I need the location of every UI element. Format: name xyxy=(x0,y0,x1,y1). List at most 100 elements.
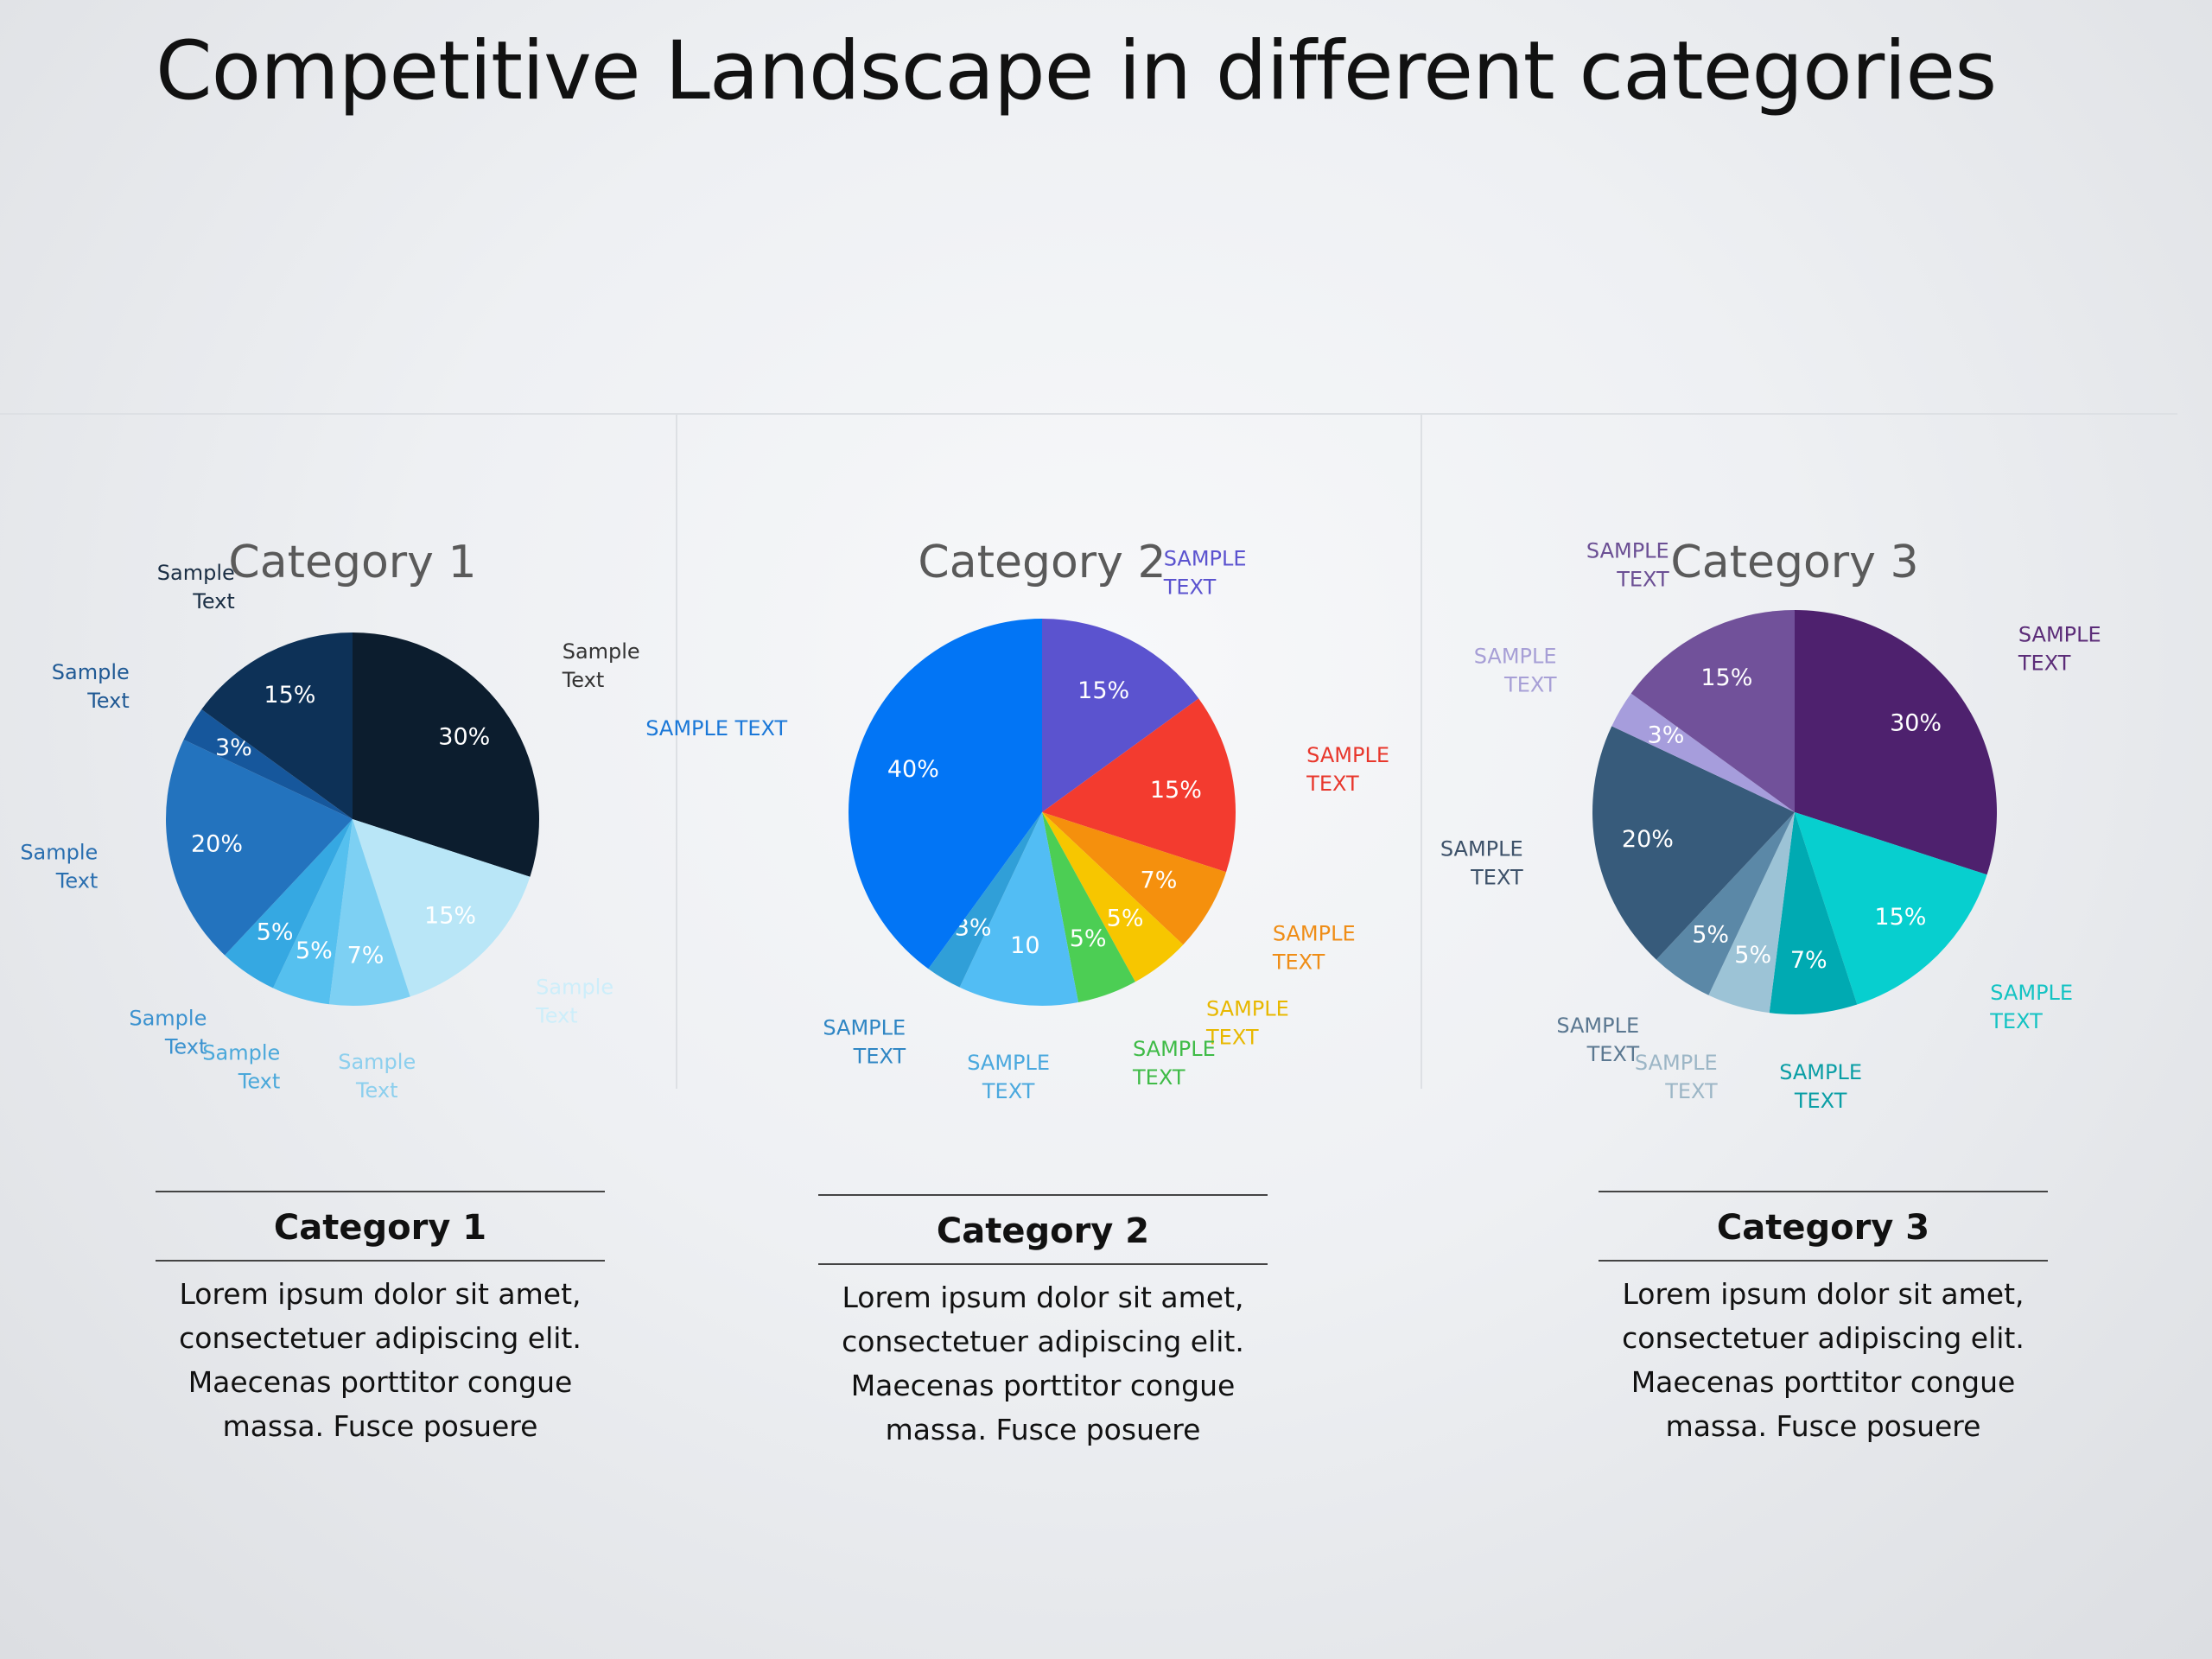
card-description: Lorem ipsum dolor sit amet, consectetuer… xyxy=(156,1262,605,1448)
card-top-rule xyxy=(818,1194,1268,1196)
slice-value-label: 15% xyxy=(1077,677,1129,704)
slice-value-label: 20% xyxy=(1622,826,1674,853)
slice-outer-label: Sample Text xyxy=(202,1041,280,1094)
slice-value-label: 30% xyxy=(1890,710,1942,737)
card-top-rule xyxy=(1599,1191,2048,1192)
pie-slice xyxy=(1592,726,1795,960)
slice-outer-label: SAMPLE TEXT xyxy=(1205,996,1289,1049)
category-card-2: Category 2 Lorem ipsum dolor sit amet, c… xyxy=(818,1194,1268,1452)
card-bottom-rule xyxy=(818,1263,1268,1265)
card-line: consectetuer adipiscing elit. xyxy=(1622,1321,2024,1355)
slice-outer-label: Sample Text xyxy=(129,1007,207,1059)
card-line: consectetuer adipiscing elit. xyxy=(179,1321,582,1355)
pie-slice xyxy=(273,819,353,1005)
slice-outer-label: SAMPLE TEXT xyxy=(1586,538,1669,591)
pie-slice xyxy=(353,819,531,997)
slice-outer-label: SAMPLE TEXT xyxy=(1779,1060,1862,1113)
slice-value-label: 15% xyxy=(1700,664,1752,691)
slice-value-label: 40% xyxy=(887,756,939,783)
chart-title: Category 3 xyxy=(1670,537,1918,588)
slice-outer-label: SAMPLE TEXT xyxy=(1474,645,1557,697)
card-heading: Category 2 xyxy=(936,1211,1150,1251)
slice-value-label: 7% xyxy=(1790,947,1827,974)
card-line: massa. Fusce posuere xyxy=(1665,1409,1981,1443)
card-line: consectetuer adipiscing elit. xyxy=(842,1325,1244,1358)
slice-value-label: 5% xyxy=(1070,925,1107,952)
pie-slice xyxy=(1795,610,1997,875)
slice-value-label: 5% xyxy=(296,938,333,964)
chart-title: Category 2 xyxy=(918,537,1166,588)
card-line: Lorem ipsum dolor sit amet, xyxy=(842,1281,1244,1314)
panel-divider-2 xyxy=(1421,415,1422,1089)
slice-outer-label: Sample Text xyxy=(20,841,98,893)
slice-outer-label: SAMPLE TEXT xyxy=(1440,836,1523,889)
pie-slice xyxy=(959,812,1078,1007)
slice-value-label: 30% xyxy=(438,724,490,751)
slice-outer-label: Sample Text xyxy=(52,660,130,713)
pie-slice xyxy=(1042,812,1227,945)
slice-outer-label: SAMPLE TEXT xyxy=(1635,1051,1718,1103)
card-line: Maecenas porttitor congue xyxy=(188,1365,573,1399)
card-line: Maecenas porttitor congue xyxy=(850,1369,1236,1402)
pie-slice xyxy=(928,812,1042,988)
slice-outer-label: SAMPLE TEXT xyxy=(1989,981,2073,1033)
card-line: massa. Fusce posuere xyxy=(222,1409,538,1443)
slice-value-label: 7% xyxy=(347,943,385,969)
card-bottom-rule xyxy=(156,1260,605,1262)
pie-slice xyxy=(1656,812,1795,995)
slice-value-label: 15% xyxy=(264,682,315,709)
slice-value-label: 5% xyxy=(1692,922,1729,949)
slice-outer-label: SAMPLE TEXT xyxy=(1272,921,1356,974)
slice-value-label: 5% xyxy=(1107,905,1144,931)
pie-slice xyxy=(1042,812,1135,1003)
slice-value-label: 15% xyxy=(1150,777,1202,804)
card-line: Lorem ipsum dolor sit amet, xyxy=(179,1277,582,1311)
pie-slice xyxy=(183,709,353,819)
pie-chart-2: Category 2 15% SAMPLE TEXT 15% SAMPLE TEXT 7% SA… xyxy=(645,537,1389,1103)
pie-chart-3: Category 3 30% SAMPLE TEXT 15% SAMPLE TEXT 7% SA… xyxy=(1440,537,2101,1113)
slice-outer-label: SAMPLE TEXT xyxy=(1132,1037,1216,1090)
card-heading: Category 1 xyxy=(273,1208,487,1248)
panel-top-divider xyxy=(0,413,2177,415)
pie-slice xyxy=(328,819,410,1006)
pie-slice xyxy=(225,819,353,988)
page-title: Competitive Landscape in different categ… xyxy=(156,24,1997,118)
slice-outer-label: SAMPLE TEXT xyxy=(1556,1014,1639,1066)
slice-outer-label: SAMPLE TEXT xyxy=(645,716,787,741)
slice-value-label: 15% xyxy=(1874,904,1926,931)
slice-outer-label: Sample Text xyxy=(535,976,613,1028)
slice-outer-label: SAMPLE TEXT xyxy=(967,1051,1050,1103)
card-top-rule xyxy=(156,1191,605,1192)
pie-slice xyxy=(1042,698,1236,873)
card-line: Lorem ipsum dolor sit amet, xyxy=(1622,1277,2024,1311)
slice-value-label: 15% xyxy=(424,903,476,930)
slice-value-label: 20% xyxy=(191,830,243,857)
slice-outer-label: SAMPLE TEXT xyxy=(1163,546,1247,599)
pie-slice xyxy=(165,740,353,956)
pie-slice xyxy=(849,619,1042,969)
slice-outer-label: SAMPLE TEXT xyxy=(2018,622,2101,675)
pie-slice xyxy=(1795,812,1987,1005)
card-description: Lorem ipsum dolor sit amet, consectetuer… xyxy=(818,1265,1268,1452)
slice-value-label: 5% xyxy=(1734,942,1771,969)
pie-slice xyxy=(201,632,353,819)
slice-outer-label: SAMPLE TEXT xyxy=(1306,743,1389,796)
pie-slice xyxy=(1708,812,1795,1014)
card-line: Maecenas porttitor congue xyxy=(1630,1365,2016,1399)
pie-slice xyxy=(1630,610,1795,812)
pie-slice xyxy=(353,632,539,877)
panel-divider-1 xyxy=(676,415,677,1089)
slice-outer-label: SAMPLE TEXT xyxy=(823,1015,906,1068)
category-card-1: Category 1 Lorem ipsum dolor sit amet, c… xyxy=(156,1191,605,1448)
card-line: massa. Fusce posuere xyxy=(885,1413,1201,1446)
slice-value-label: 7% xyxy=(1141,867,1178,893)
card-bottom-rule xyxy=(1599,1260,2048,1262)
pie-chart-1: Category 1 30% Sample Text 15% Sample Text 7% Sa… xyxy=(20,537,639,1103)
slice-value-label: 5% xyxy=(257,919,294,946)
pie-slice xyxy=(1042,812,1184,982)
category-card-3: Category 3 Lorem ipsum dolor sit amet, c… xyxy=(1599,1191,2048,1448)
card-heading: Category 3 xyxy=(1716,1208,1930,1248)
card-description: Lorem ipsum dolor sit amet, consectetuer… xyxy=(1599,1262,2048,1448)
slice-value-label: 10 xyxy=(1010,932,1039,959)
